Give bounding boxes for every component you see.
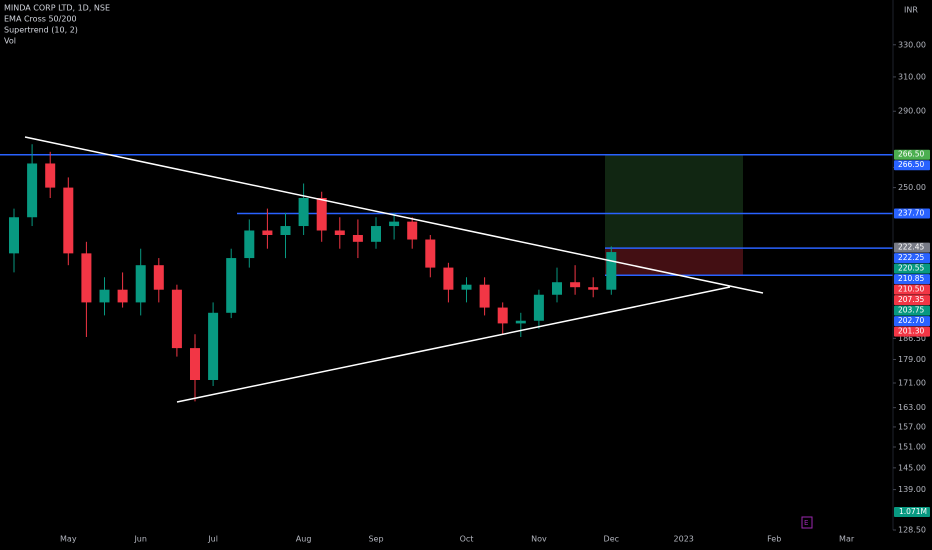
- candle-body: [135, 265, 146, 303]
- price-badge-text: 266.50: [898, 150, 924, 159]
- plot-area: [0, 144, 893, 402]
- candle-body: [570, 282, 581, 288]
- earnings-icon[interactable]: [801, 516, 813, 529]
- y-tick-label: 290.00: [898, 107, 926, 116]
- price-badge: [894, 149, 930, 160]
- candle-body: [171, 289, 182, 349]
- candle-body: [425, 239, 436, 268]
- price-badge: [894, 295, 930, 306]
- currency-label: INR: [904, 6, 918, 15]
- candle-body: [208, 312, 219, 380]
- candle-body: [407, 221, 418, 240]
- y-tick-label: 250.00: [898, 183, 926, 192]
- candle-body: [262, 230, 273, 235]
- candle-body: [45, 163, 56, 188]
- y-tick-label: 151.00: [898, 442, 926, 451]
- position-profit-zone: [605, 154, 743, 249]
- y-tick-label: 157.00: [898, 422, 926, 431]
- y-tick-label: 330.00: [898, 40, 926, 49]
- price-badge: [894, 326, 930, 337]
- candle-body: [153, 265, 164, 290]
- candle-body: [298, 197, 309, 227]
- symbol-title: MINDA CORP LTD, 1D, NSE: [4, 4, 110, 13]
- x-tick-label: Jun: [133, 535, 147, 544]
- candle-body: [552, 282, 562, 295]
- candle-body: [63, 187, 74, 254]
- price-badge: [894, 305, 930, 316]
- candle-body: [316, 197, 327, 231]
- price-badge-text: 201.30: [898, 327, 924, 336]
- candle-body: [117, 289, 128, 303]
- y-tick-label: 139.00: [898, 485, 926, 494]
- candle-body: [443, 267, 454, 290]
- x-tick-label: Dec: [604, 535, 619, 544]
- y-tick-label: 171.00: [898, 378, 926, 387]
- candle-body: [371, 226, 381, 242]
- price-badge: [894, 274, 930, 285]
- trendline-upper: [24, 136, 764, 294]
- candle-body: [479, 284, 490, 308]
- candle-body: [9, 217, 19, 254]
- candle-body: [27, 163, 38, 218]
- price-badge-text: 210.50: [898, 285, 924, 294]
- x-tick-label: Feb: [767, 535, 781, 544]
- price-badge: [894, 160, 930, 171]
- price-badge: [894, 284, 930, 295]
- price-badge-text: 222.25: [898, 253, 924, 262]
- price-badge-text: 202.70: [898, 316, 924, 325]
- candle-body: [588, 287, 599, 290]
- position-loss-zone: [605, 248, 743, 276]
- x-tick-label: Aug: [296, 535, 312, 544]
- price-badge-text: 203.75: [898, 306, 924, 315]
- x-tick-label: Oct: [460, 535, 474, 544]
- earnings-icon-letter: E: [804, 519, 808, 527]
- price-badge-text: 210.85: [898, 274, 924, 283]
- candle-body: [226, 258, 237, 313]
- indicator-label[interactable]: Supertrend (10, 2): [4, 26, 78, 35]
- indicator-label[interactable]: EMA Cross 50/200: [4, 15, 77, 24]
- price-badge-text: 266.50: [898, 160, 924, 169]
- price-badge-text: 222.45: [898, 243, 924, 252]
- price-badge: [894, 263, 930, 274]
- candle-body: [244, 230, 255, 259]
- candle-body: [389, 221, 400, 227]
- candle-body: [190, 348, 200, 380]
- candle-body: [81, 253, 92, 303]
- price-badge: [894, 242, 930, 253]
- indicator-label[interactable]: Vol: [4, 37, 16, 46]
- y-tick-label: 179.00: [898, 355, 926, 364]
- x-tick-label: Sep: [368, 535, 383, 544]
- price-badge-text: 220.55: [898, 264, 924, 273]
- candle-body: [515, 320, 526, 324]
- x-tick-label: Jul: [207, 535, 218, 544]
- candle-body: [497, 307, 508, 324]
- volume-badge-text: 1.071M: [899, 507, 927, 516]
- y-tick-label: 186.50: [898, 334, 926, 343]
- y-tick-label: 310.00: [898, 72, 926, 81]
- candle-body: [461, 284, 472, 290]
- price-badge: [894, 316, 930, 327]
- x-tick-label: May: [60, 535, 77, 544]
- trendline-lower: [176, 286, 731, 403]
- candle-body: [352, 234, 363, 242]
- x-tick-label: Nov: [531, 535, 547, 544]
- x-tick-label: Mar: [839, 535, 855, 544]
- y-tick-label: 145.00: [898, 463, 926, 472]
- candle-body: [533, 294, 544, 321]
- volume-badge: [894, 507, 930, 517]
- candle-body: [99, 289, 110, 303]
- candle-body: [606, 252, 617, 290]
- candle-body: [334, 230, 345, 235]
- y-tick-label: 128.50: [898, 526, 926, 535]
- x-tick-label: 2023: [674, 535, 694, 544]
- candle-body: [280, 226, 291, 235]
- price-badge-text: 207.35: [898, 295, 924, 304]
- y-tick-label: 163.00: [898, 403, 926, 412]
- price-badge: [894, 208, 930, 219]
- price-badge: [894, 253, 930, 264]
- price-badge-text: 237.70: [898, 209, 924, 218]
